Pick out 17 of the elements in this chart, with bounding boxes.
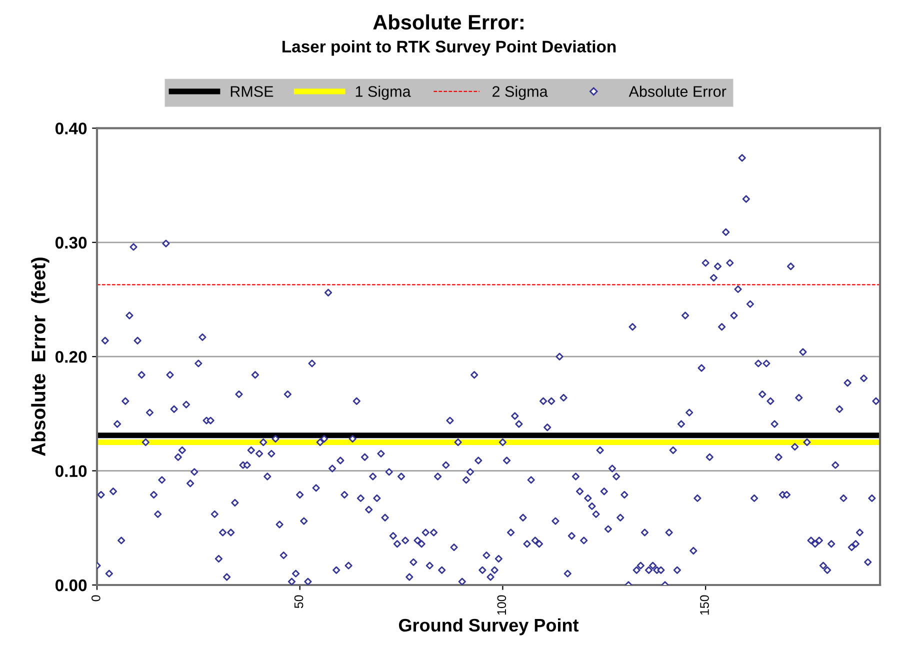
legend-label: Absolute Error xyxy=(628,86,726,97)
y-tick-label: 0.10 xyxy=(55,465,87,477)
legend-label: 2 Sigma xyxy=(492,86,548,100)
x-tick-label: 100 xyxy=(497,595,506,615)
legend-label: RMSE xyxy=(230,86,274,97)
y-tick-label: 0.40 xyxy=(55,122,87,134)
y-tick-label: 0.20 xyxy=(55,350,87,363)
x-tick-label: 0 xyxy=(91,595,100,602)
x-tick-label: 150 xyxy=(700,595,709,615)
x-tick-label: 50 xyxy=(294,595,304,608)
y-tick-label: 0.00 xyxy=(55,579,87,592)
y-tick-label: 0.30 xyxy=(55,236,87,249)
x-axis-title: Ground Survey Point xyxy=(398,618,579,636)
chart-title: Absolute Error: xyxy=(373,14,524,30)
chart-subtitle: Laser point to RTK Survey Point Deviation xyxy=(282,40,616,56)
y-axis-title: Absolute Error (feet) xyxy=(31,258,50,456)
legend-label: 1 Sigma xyxy=(356,86,411,100)
